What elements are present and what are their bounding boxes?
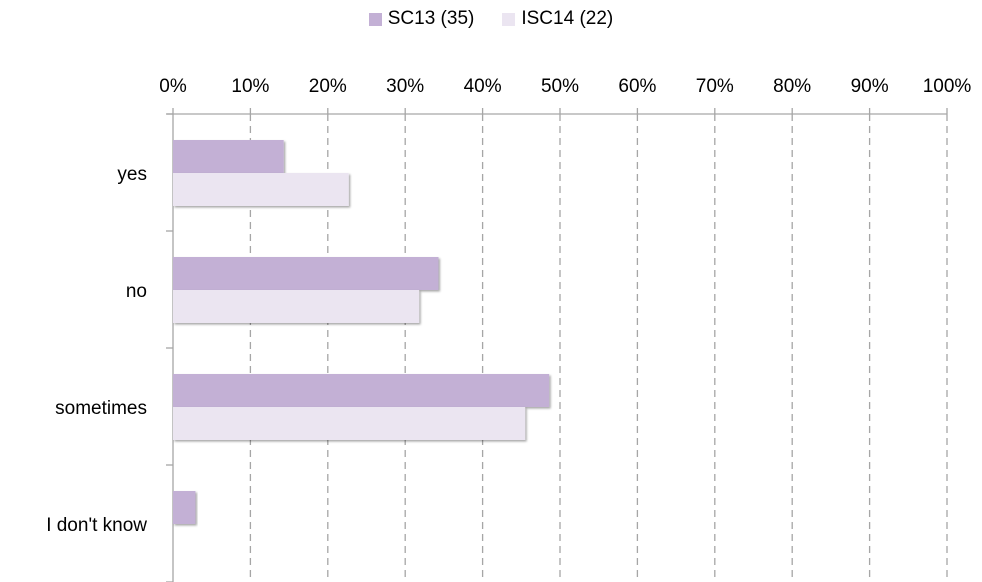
legend-label-sc13: SC13 (35) — [387, 8, 475, 29]
bar-sc13 — [173, 257, 439, 290]
x-tick-label: 80% — [773, 76, 811, 97]
x-tick-label: 100% — [923, 76, 972, 97]
bar-isc14 — [173, 290, 420, 323]
x-tick-label: 30% — [386, 76, 424, 97]
x-tick-label: 40% — [464, 76, 502, 97]
x-tick-label: 60% — [618, 76, 656, 97]
x-tick-label: 20% — [309, 76, 347, 97]
x-tick-label: 10% — [231, 76, 269, 97]
legend-swatch-sc13 — [368, 12, 382, 26]
bar-isc14 — [173, 173, 349, 206]
bar-sc13 — [173, 491, 196, 524]
legend-label-isc14: ISC14 (22) — [521, 8, 614, 29]
y-category-label: I don't know — [46, 515, 147, 536]
bar-sc13 — [173, 374, 550, 407]
x-tick-label: 0% — [159, 76, 187, 97]
x-tick-label: 90% — [851, 76, 889, 97]
y-category-label: yes — [117, 164, 147, 185]
chart-legend: SC13 (35) ISC14 (22) — [0, 8, 982, 30]
legend-item-sc13: SC13 (35) — [368, 8, 475, 30]
y-category-label: sometimes — [55, 398, 147, 419]
bar-isc14 — [173, 407, 526, 440]
y-category-label: no — [126, 281, 147, 302]
x-tick-label: 50% — [541, 76, 579, 97]
legend-swatch-isc14 — [502, 12, 516, 26]
x-tick-label: 70% — [696, 76, 734, 97]
legend-item-isc14: ISC14 (22) — [502, 8, 613, 30]
bar-sc13 — [173, 140, 284, 173]
